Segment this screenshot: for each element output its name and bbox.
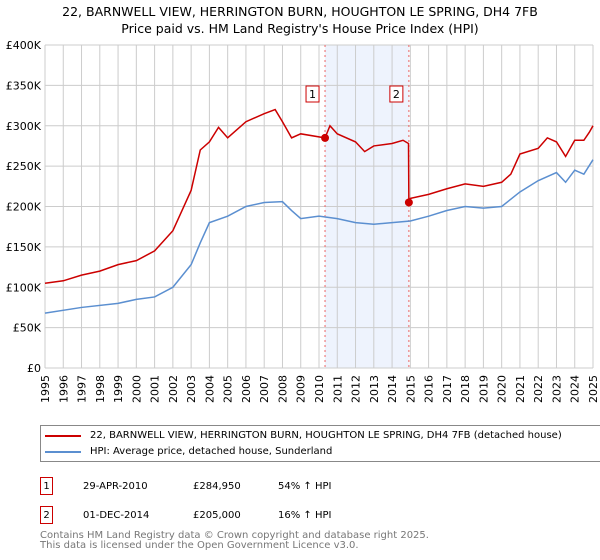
transaction-marker: 2 <box>40 506 53 524</box>
legend-property: 22, BARNWELL VIEW, HERRINGTON BURN, HOUG… <box>90 430 562 441</box>
y-tick-label: £150K <box>6 241 42 254</box>
legend-red-line <box>45 434 81 437</box>
x-tick-label: 2019 <box>477 375 490 403</box>
x-tick-label: 2013 <box>368 375 381 403</box>
sale-point <box>404 198 413 207</box>
annotation-box <box>305 85 320 103</box>
series-line <box>44 159 594 314</box>
x-tick-label: 2007 <box>258 375 271 403</box>
x-tick-label: 1998 <box>94 375 107 403</box>
x-tick-label: 2006 <box>240 375 253 403</box>
transaction-price: £284,950 <box>193 480 241 492</box>
x-tick-label: 2001 <box>149 375 162 403</box>
x-tick-label: 2025 <box>587 375 600 403</box>
x-tick-label: 2017 <box>441 375 454 403</box>
transaction-date: 01-DEC-2014 <box>83 509 150 521</box>
y-tick-label: £50K <box>13 322 42 335</box>
chart-subtitle: Price paid vs. HM Land Registry's House … <box>121 21 479 36</box>
legend: 22, BARNWELL VIEW, HERRINGTON BURN, HOUG… <box>40 425 600 462</box>
x-tick-label: 2011 <box>331 375 344 403</box>
transaction-hpi: 16% ↑ HPI <box>278 509 332 521</box>
price-chart: 1995 1996 1997 1998 1999 2000 2001 2002 2003 2004… <box>6 39 600 403</box>
transaction-row: 1 29-APR-2010 £284,950 54% ↑ HPI <box>40 477 331 495</box>
y-tick-label: £100K <box>6 281 42 294</box>
x-tick-label: 2024 <box>569 375 582 403</box>
footer: Contains HM Land Registry data © Crown c… <box>40 531 429 551</box>
x-tick-label: 2016 <box>423 375 436 403</box>
transaction-price: £205,000 <box>193 509 241 521</box>
x-tick-label: 2023 <box>550 375 563 403</box>
annotation-label: 1 <box>309 88 316 101</box>
footer-line2: This data is licensed under the Open Gov… <box>40 540 359 551</box>
transaction-row: 2 01-DEC-2014 £205,000 16% ↑ HPI <box>40 506 331 524</box>
footer-line1: Contains HM Land Registry data © Crown c… <box>40 530 429 541</box>
x-tick-label: 1999 <box>112 375 125 403</box>
x-tick-label: 2021 <box>514 375 527 403</box>
x-tick-label: 2004 <box>203 375 216 403</box>
y-tick-label: £250K <box>6 160 42 173</box>
annotation-label: 2 <box>393 88 400 101</box>
x-tick-label: 2020 <box>496 375 509 403</box>
x-tick-label: 1995 <box>39 375 52 403</box>
x-tick-label: 2014 <box>386 375 399 403</box>
annotation-box <box>389 85 404 103</box>
legend-hpi: HPI: Average price, detached house, Sund… <box>90 446 333 457</box>
chart-title: 22, BARNWELL VIEW, HERRINGTON BURN, HOUG… <box>62 4 538 19</box>
x-tick-label: 2009 <box>295 375 308 403</box>
transaction-marker: 1 <box>40 477 53 495</box>
y-tick-label: £200K <box>6 201 42 214</box>
x-tick-label: 2000 <box>130 375 143 403</box>
x-tick-label: 2018 <box>459 375 472 403</box>
y-tick-label: £300K <box>6 120 42 133</box>
x-tick-label: 2015 <box>404 375 417 403</box>
x-tick-label: 2008 <box>276 375 289 403</box>
x-tick-label: 1997 <box>76 375 89 403</box>
y-tick-label: £350K <box>6 79 42 92</box>
sale-point <box>321 133 330 142</box>
transaction-hpi: 54% ↑ HPI <box>278 480 332 492</box>
x-tick-label: 2002 <box>167 375 180 403</box>
series-line <box>44 108 594 284</box>
x-tick-label: 2005 <box>222 375 235 403</box>
x-tick-label: 2012 <box>350 375 363 403</box>
x-tick-label: 2003 <box>185 375 198 403</box>
legend-blue-line <box>45 450 81 453</box>
y-tick-label: £400K <box>6 39 42 52</box>
x-tick-label: 2010 <box>313 375 326 403</box>
x-tick-label: 1996 <box>57 375 70 403</box>
y-tick-label: £0 <box>27 362 41 375</box>
x-tick-label: 2022 <box>532 375 545 403</box>
transaction-date: 29-APR-2010 <box>83 480 148 492</box>
